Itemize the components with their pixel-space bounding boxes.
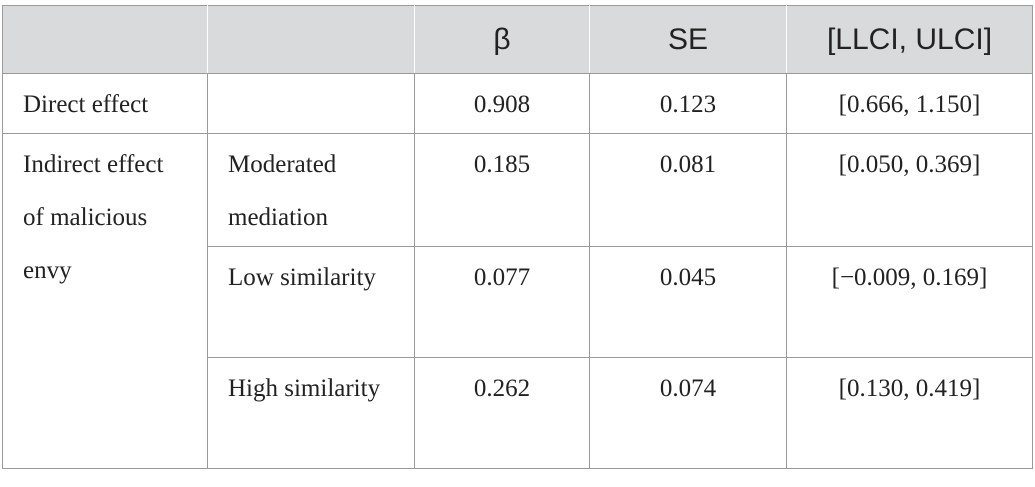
header-ci: [LLCI, ULCI] xyxy=(786,5,1033,74)
moderated-mediation-beta: 0.185 xyxy=(414,133,590,247)
high-similarity-se: 0.074 xyxy=(589,357,787,469)
low-similarity-se: 0.045 xyxy=(589,246,787,358)
direct-effect-sublabel xyxy=(207,73,415,134)
direct-effect-ci: [0.666, 1.150] xyxy=(786,73,1033,134)
direct-effect-se: 0.123 xyxy=(589,73,787,134)
header-cell-empty-2 xyxy=(207,5,415,74)
table-row: Indirect effect of malicious envy Modera… xyxy=(2,133,1033,469)
direct-effect-beta: 0.908 xyxy=(414,73,590,134)
table-body: Direct effect 0.908 0.123 [0.666, 1.150]… xyxy=(2,73,1033,469)
table-row: Direct effect 0.908 0.123 [0.666, 1.150] xyxy=(2,73,1033,134)
high-similarity-ci: [0.130, 0.419] xyxy=(786,357,1033,469)
moderated-mediation-ci: [0.050, 0.369] xyxy=(786,133,1033,247)
indirect-effect-label: Indirect effect of malicious envy xyxy=(2,133,208,469)
header-beta: β xyxy=(414,5,590,74)
results-table: β SE [LLCI, ULCI] Direct effect 0.908 0.… xyxy=(2,5,1033,469)
low-similarity-beta: 0.077 xyxy=(414,246,590,358)
direct-effect-label: Direct effect xyxy=(2,73,208,134)
table-header: β SE [LLCI, ULCI] xyxy=(2,5,1033,74)
low-similarity-label: Low similarity xyxy=(207,246,415,358)
low-similarity-ci: [−0.009, 0.169] xyxy=(786,246,1033,358)
moderated-mediation-label: Moderated mediation xyxy=(207,133,415,247)
table-row: High similarity 0.262 0.074 [0.130, 0.41… xyxy=(3,357,1033,469)
header-row: β SE [LLCI, ULCI] xyxy=(2,5,1033,74)
header-cell-empty-1 xyxy=(2,5,208,74)
high-similarity-label: High similarity xyxy=(207,357,415,469)
header-se: SE xyxy=(589,5,787,74)
high-similarity-beta: 0.262 xyxy=(414,357,590,469)
moderated-mediation-se: 0.081 xyxy=(589,133,787,247)
